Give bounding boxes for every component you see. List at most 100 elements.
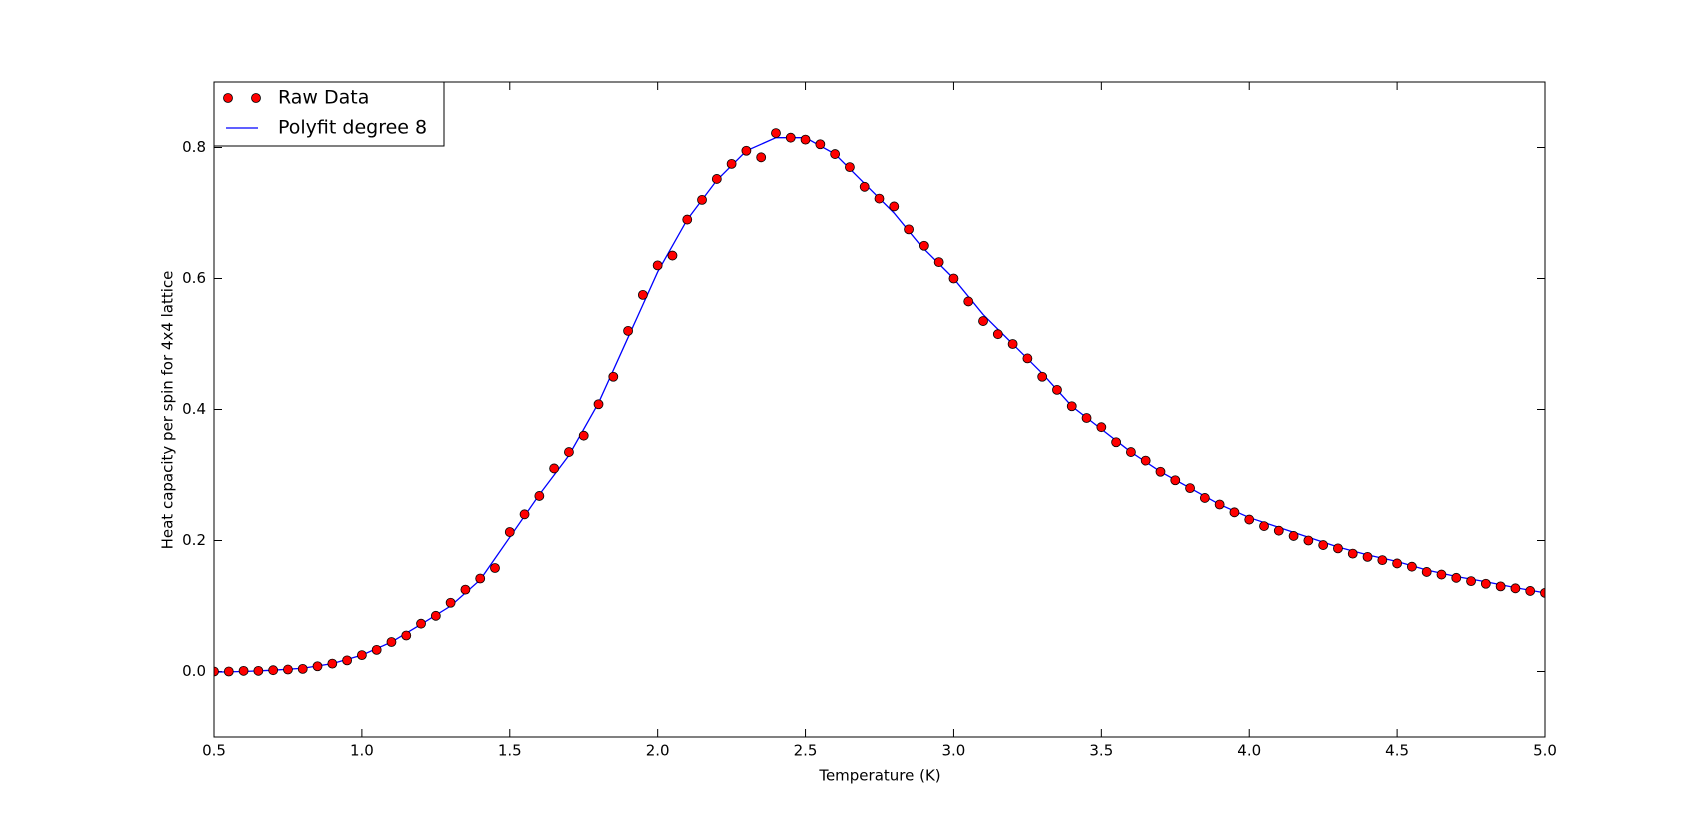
data-point (1214, 499, 1225, 510)
data-point (1347, 548, 1358, 559)
data-point (1436, 569, 1447, 580)
data-point (1466, 576, 1476, 587)
data-point (1303, 535, 1314, 546)
data-point (445, 597, 456, 608)
data-point (874, 193, 885, 204)
data-point (1111, 437, 1122, 448)
data-point (682, 214, 693, 225)
data-point (1540, 588, 1545, 598)
data-point (667, 250, 678, 261)
data-point (830, 149, 841, 159)
data-point (756, 152, 767, 163)
data-point (1126, 447, 1136, 457)
data-point (637, 289, 648, 300)
data-point (460, 584, 471, 595)
data-point (1510, 583, 1521, 594)
x-tick-label: 4.5 (1385, 742, 1409, 760)
data-point (711, 174, 722, 184)
data-point (815, 139, 826, 150)
data-point (726, 158, 737, 169)
data-point (623, 325, 633, 336)
data-point (1495, 581, 1506, 592)
data-point (948, 273, 959, 284)
x-tick-label: 1.5 (498, 742, 522, 760)
data-point (652, 260, 663, 271)
x-tick-label: 3.0 (942, 742, 966, 760)
data-point (992, 329, 1003, 340)
data-point (223, 666, 234, 677)
data-point (268, 665, 279, 676)
data-point (845, 162, 855, 173)
data-point (519, 509, 530, 520)
data-point (356, 650, 367, 661)
plot-frame (213, 81, 1546, 738)
data-point (933, 257, 944, 268)
data-point (859, 181, 870, 192)
y-tick-label: 0.6 (182, 269, 206, 287)
data-point (549, 463, 560, 474)
data-point (1229, 507, 1240, 518)
data-point (312, 661, 323, 672)
data-point (608, 371, 619, 382)
data-point (386, 637, 397, 647)
data-point (342, 655, 353, 666)
y-tick-label: 0.4 (182, 400, 206, 418)
data-point (978, 316, 988, 326)
data-point (490, 563, 500, 573)
data-point (564, 447, 574, 457)
data-point (1081, 413, 1092, 423)
data-point (1140, 455, 1151, 466)
data-point (430, 610, 441, 621)
data-point (1244, 514, 1255, 525)
data-point (297, 663, 308, 674)
data-point (1022, 353, 1033, 364)
data-point (1066, 401, 1077, 412)
data-point (1096, 422, 1107, 433)
data-point (1007, 339, 1018, 349)
legend-label: Polyfit degree 8 (278, 117, 427, 139)
x-tick-label: 5.0 (1533, 742, 1557, 760)
data-point (214, 666, 219, 677)
legend-marker (223, 93, 233, 103)
data-point (963, 296, 974, 307)
data-point (253, 665, 264, 676)
x-tick-label: 0.5 (202, 742, 226, 760)
y-tick-label: 0.8 (182, 138, 206, 156)
data-point (1155, 466, 1166, 477)
data-point (741, 145, 752, 156)
data-point (918, 240, 929, 251)
data-point (1199, 493, 1210, 503)
data-point (1170, 475, 1181, 486)
data-point (889, 201, 900, 212)
y-axis-label: Heat capacity per spin for 4x4 lattice (159, 271, 177, 550)
data-point (593, 399, 604, 410)
data-point (1259, 521, 1269, 531)
x-tick-label: 2.0 (646, 742, 670, 760)
data-point (504, 527, 515, 537)
data-point (1185, 483, 1195, 494)
data-point (401, 630, 412, 641)
data-point (1451, 572, 1462, 583)
data-point (1037, 371, 1048, 382)
legend-marker (251, 93, 261, 103)
legend-label: Raw Data (278, 87, 369, 109)
data-point (1377, 555, 1388, 566)
data-point (697, 194, 707, 205)
data-point (1480, 578, 1491, 589)
data-point (1288, 531, 1299, 541)
data-point (1318, 540, 1329, 550)
y-tick-label: 0.2 (182, 531, 206, 549)
data-point (371, 644, 382, 655)
data-point (238, 665, 249, 676)
y-tick-label: 0.0 (182, 662, 206, 680)
data-point (475, 573, 486, 584)
data-point (771, 128, 781, 138)
data-point (800, 134, 811, 145)
x-tick-label: 1.0 (350, 742, 374, 760)
x-tick-label: 2.5 (794, 742, 818, 760)
legend-box (213, 81, 445, 147)
data-point (904, 224, 914, 235)
data-point (1407, 561, 1417, 572)
data-point (1052, 384, 1062, 395)
